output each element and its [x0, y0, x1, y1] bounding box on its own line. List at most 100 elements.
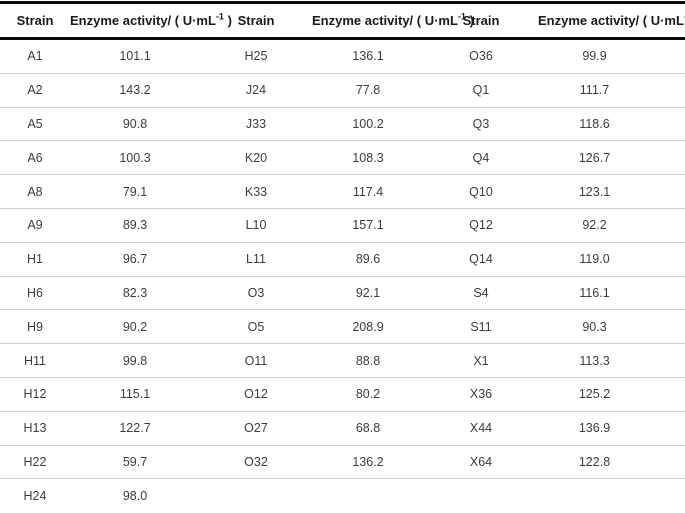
activity-cell: 89.3 — [70, 207, 200, 243]
activity-cell: 119.0 — [538, 241, 685, 277]
activity-cell: 92.2 — [538, 207, 685, 243]
activity-cell: 80.2 — [312, 376, 424, 412]
activity-cell: 108.3 — [312, 140, 424, 175]
activity-cell: 79.1 — [70, 174, 200, 209]
table-row: H24 98.0 — [0, 478, 685, 513]
activity-cell — [538, 478, 685, 513]
table-row: H22 59.7 O32 136.2 X64 122.8 — [0, 444, 685, 479]
activity-cell: 99.9 — [582, 49, 607, 64]
strain-cell: J24 — [200, 72, 312, 108]
strain-cell: A2 — [0, 72, 70, 108]
activity-cell: 118.6 — [538, 106, 685, 141]
strain-cell: A1 — [27, 49, 43, 64]
activity-cell: 123.1 — [538, 174, 685, 209]
col-header-strain-2: Strain — [200, 2, 312, 40]
activity-cell: 89.6 — [312, 241, 424, 277]
table-row: H12 115.1 O12 80.2 X36 125.2 — [0, 376, 685, 412]
table-row: A9 89.3 L10 157.1 Q12 92.2 — [0, 207, 685, 243]
activity-cell: 111.7 — [538, 72, 685, 108]
activity-cell: 113.3 — [538, 343, 685, 378]
strain-cell: O3 — [200, 275, 312, 310]
activity-cell: 125.2 — [538, 376, 685, 412]
strain-cell: S11 — [424, 309, 538, 344]
activity-cell: 77.8 — [312, 72, 424, 108]
col-header-strain-1: Strain — [0, 2, 70, 40]
activity-cell: 122.7 — [70, 410, 200, 446]
activity-cell: 116.1 — [538, 275, 685, 310]
activity-cell: 208.9 — [312, 309, 424, 344]
strain-cell: H22 — [0, 444, 70, 479]
strain-cell: A9 — [0, 207, 70, 243]
activity-cell: 136.1 — [352, 49, 384, 64]
activity-cell: 96.7 — [70, 241, 200, 277]
table-row: A6 100.3 K20 108.3 Q4 126.7 — [0, 140, 685, 175]
col-header-strain-3: Strain — [424, 2, 538, 40]
strain-cell: Q10 — [424, 174, 538, 209]
activity-cell: 122.8 — [538, 444, 685, 479]
table-row: H1 96.7 L11 89.6 Q14 119.0 — [0, 241, 685, 277]
strain-cell: O32 — [200, 444, 312, 479]
strain-cell: H11 — [0, 343, 70, 378]
strain-cell: O12 — [200, 376, 312, 412]
strain-cell: X36 — [424, 376, 538, 412]
activity-cell: 90.2 — [70, 309, 200, 344]
strain-cell: O27 — [200, 410, 312, 446]
activity-cell: 100.3 — [70, 140, 200, 175]
strain-cell: O36 — [469, 49, 493, 64]
activity-cell: 82.3 — [70, 275, 200, 310]
activity-header-superscript: -1 — [215, 11, 224, 22]
col-header-activity-1: Enzyme activity/ ( U·mL-1 ) — [70, 2, 232, 40]
activity-cell: 157.1 — [312, 207, 424, 243]
activity-header-superscript: -1 — [684, 12, 685, 22]
strain-cell: O5 — [200, 309, 312, 344]
activity-header-text: Enzyme activity/ ( U·mL — [70, 13, 216, 28]
table-row: A1 101.1 H25 136.1 O36 99.9 — [0, 39, 685, 74]
strain-cell: X64 — [424, 444, 538, 479]
table-row: H6 82.3 O3 92.1 S4 116.1 — [0, 275, 685, 310]
activity-cell: 99.8 — [70, 343, 200, 378]
strain-cell — [424, 478, 538, 513]
strain-cell: J33 — [200, 106, 312, 141]
strain-cell: Q1 — [424, 72, 538, 108]
activity-cell: 136.9 — [538, 410, 685, 446]
strain-cell: Q3 — [424, 106, 538, 141]
strain-cell: A6 — [0, 140, 70, 175]
strain-cell: Q14 — [424, 241, 538, 277]
activity-header-text: Enzyme activity/ ( U·mL — [312, 13, 458, 28]
activity-header-text: Enzyme activity/ ( U·mL — [538, 13, 684, 28]
header-row: Strain Enzyme activity/ ( U·mL-1 ) Strai… — [0, 2, 685, 40]
activity-cell: 98.0 — [70, 478, 200, 513]
activity-cell: 117.4 — [312, 174, 424, 209]
table-header: Strain Enzyme activity/ ( U·mL-1 ) Strai… — [0, 2, 685, 40]
activity-cell — [312, 478, 424, 513]
table-row: A2 143.2 J24 77.8 Q1 111.7 — [0, 72, 685, 108]
strain-cell: X1 — [424, 343, 538, 378]
table-row: A8 79.1 K33 117.4 Q10 123.1 — [0, 174, 685, 209]
activity-header-close: ) — [223, 13, 232, 28]
strain-cell: H12 — [0, 376, 70, 412]
activity-cell: 115.1 — [70, 376, 200, 412]
strain-cell: Q12 — [424, 207, 538, 243]
activity-header-superscript: -1 — [457, 11, 466, 22]
table-row: H13 122.7 O27 68.8 X44 136.9 — [0, 410, 685, 446]
strain-cell: K20 — [200, 140, 312, 175]
activity-cell: 90.8 — [70, 106, 200, 141]
strain-cell: L11 — [200, 241, 312, 277]
strain-cell: H24 — [0, 478, 70, 513]
strain-cell: A8 — [0, 174, 70, 209]
activity-cell: 126.7 — [538, 140, 685, 175]
strain-cell: K33 — [200, 174, 312, 209]
activity-cell: 136.2 — [312, 444, 424, 479]
col-header-activity-2: Enzyme activity/ ( U·mL-1 ) — [312, 2, 474, 40]
activity-cell: 92.1 — [312, 275, 424, 310]
activity-cell: 143.2 — [70, 72, 200, 108]
table-body: A1 101.1 H25 136.1 O36 99.9 A2 143.2 J24 77.8 Q1 11… — [0, 39, 685, 513]
activity-cell: 68.8 — [312, 410, 424, 446]
activity-cell: 59.7 — [70, 444, 200, 479]
strain-cell: X44 — [424, 410, 538, 446]
strain-cell — [200, 478, 312, 513]
activity-cell: 101.1 — [119, 49, 151, 64]
strain-cell: H6 — [0, 275, 70, 310]
activity-cell: 100.2 — [312, 106, 424, 141]
